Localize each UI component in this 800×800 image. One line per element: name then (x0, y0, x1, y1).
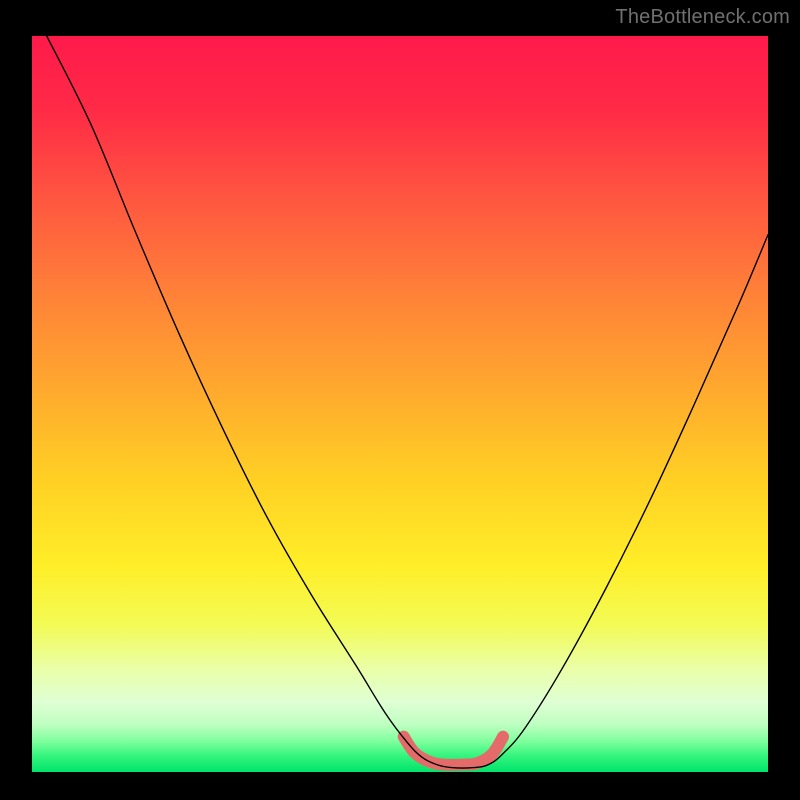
watermark-text: TheBottleneck.com (615, 6, 790, 29)
bottleneck-chart (0, 0, 800, 800)
gradient-background (32, 36, 768, 772)
